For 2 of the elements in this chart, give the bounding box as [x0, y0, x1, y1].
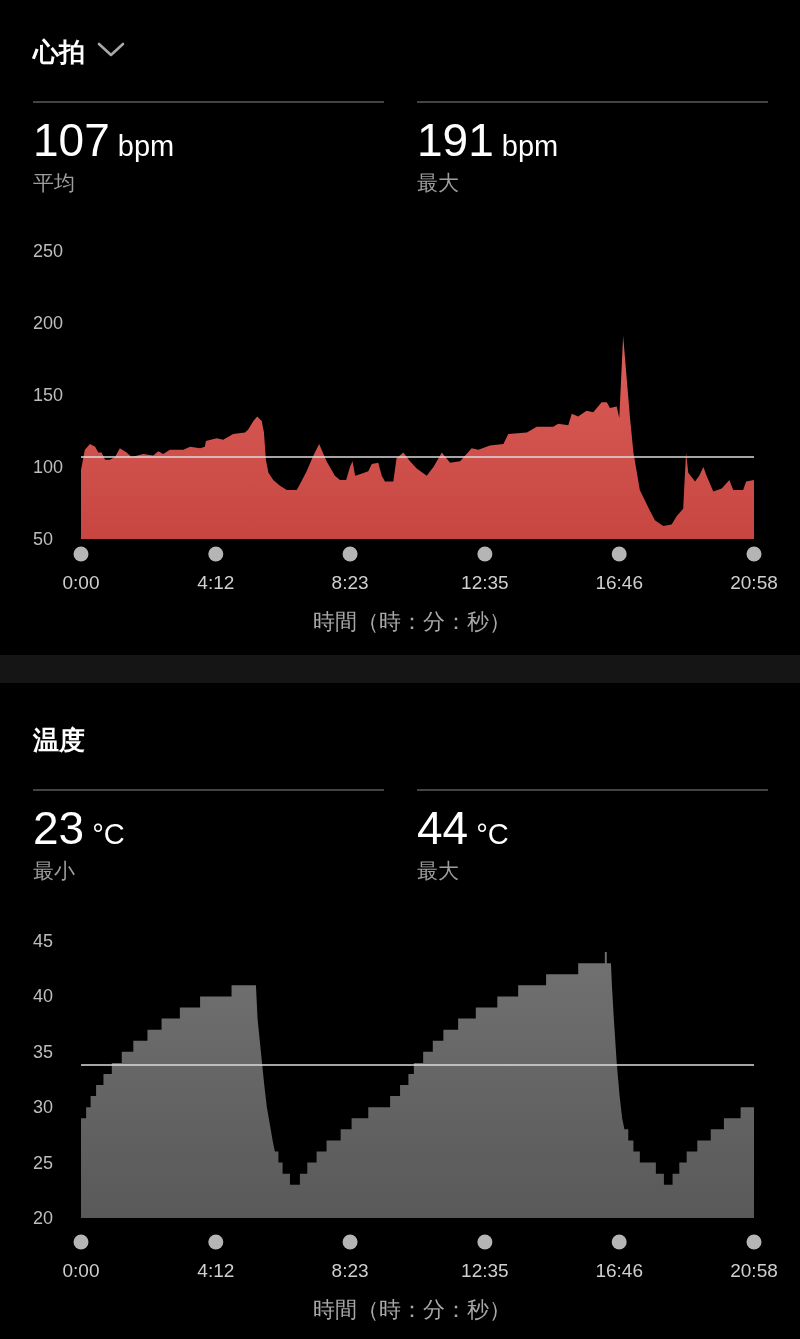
title: 温度	[33, 725, 85, 755]
title: 心拍	[33, 37, 85, 67]
